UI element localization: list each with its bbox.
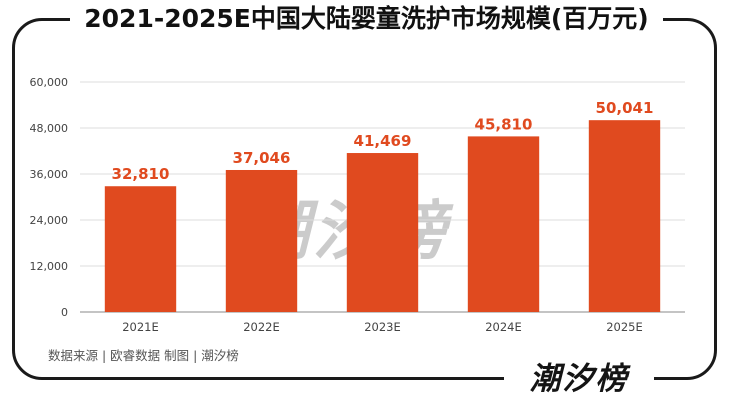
brand-box: 潮汐榜 xyxy=(504,358,654,400)
title-wrap: 2021-2025E中国大陆婴童洗护市场规模(百万元) xyxy=(0,0,733,40)
x-tick-label: 2022E xyxy=(243,320,280,334)
bar-value-label: 45,810 xyxy=(475,115,533,133)
bar xyxy=(225,169,298,312)
bar-value-label: 50,041 xyxy=(596,99,654,117)
y-tick-label: 60,000 xyxy=(30,76,69,89)
bar-value-label: 37,046 xyxy=(233,149,291,167)
x-tick-label: 2021E xyxy=(122,320,159,334)
y-tick-label: 36,000 xyxy=(30,168,69,181)
bar-value-label: 32,810 xyxy=(112,165,170,183)
source-note: 数据来源 | 欧睿数据 制图 | 潮汐榜 xyxy=(48,348,239,363)
brand-logo: 潮汐榜 xyxy=(529,361,629,397)
bar xyxy=(588,120,661,312)
y-tick-label: 12,000 xyxy=(30,260,69,273)
bar xyxy=(346,153,419,312)
x-tick-label: 2024E xyxy=(485,320,522,334)
x-tick-label: 2023E xyxy=(364,320,401,334)
bar xyxy=(104,186,177,312)
bar-value-label: 41,469 xyxy=(354,132,412,150)
chart-title: 2021-2025E中国大陆婴童洗护市场规模(百万元) xyxy=(70,3,663,35)
bar xyxy=(467,136,540,312)
y-tick-label: 0 xyxy=(61,306,68,319)
x-tick-label: 2025E xyxy=(606,320,643,334)
y-tick-label: 24,000 xyxy=(30,214,69,227)
y-tick-label: 48,000 xyxy=(30,122,69,135)
